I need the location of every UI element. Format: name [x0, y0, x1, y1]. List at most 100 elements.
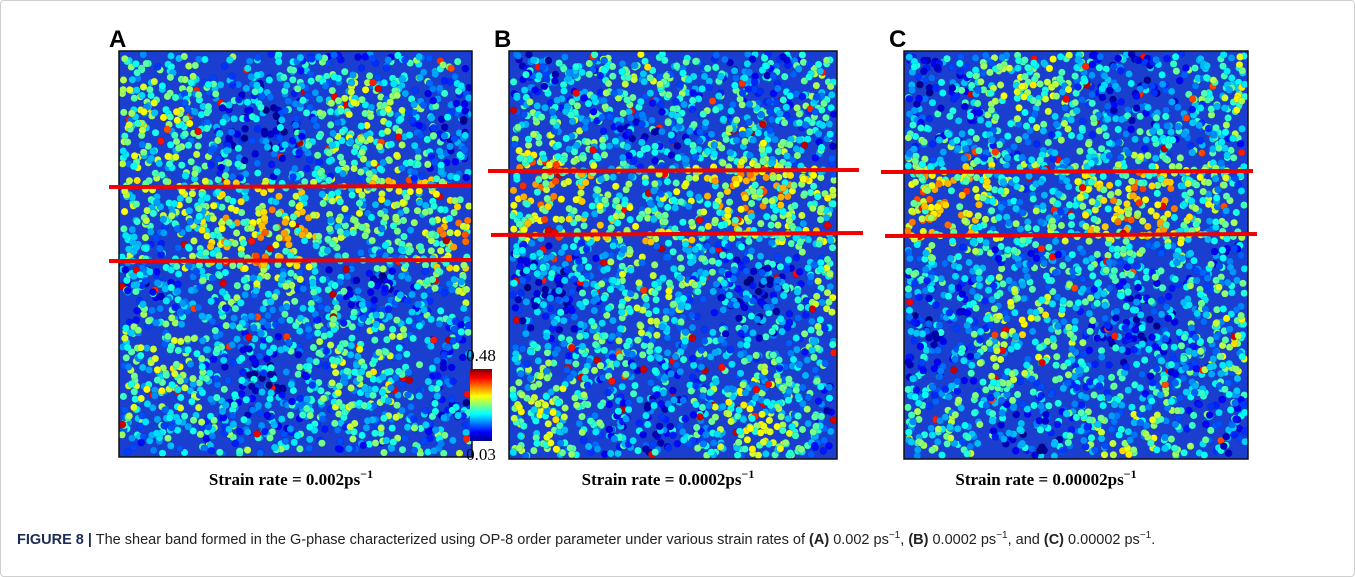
atom [598, 176, 605, 183]
atom [285, 98, 292, 105]
atom [571, 148, 578, 155]
atom [241, 157, 248, 164]
atom [615, 450, 622, 457]
atom [577, 321, 584, 328]
atom [270, 104, 277, 111]
atom [787, 172, 794, 179]
atom [312, 89, 319, 96]
atom [382, 349, 389, 356]
atom [358, 65, 365, 72]
atom [136, 271, 143, 278]
atom [438, 169, 445, 176]
atom [812, 367, 819, 374]
atom [254, 72, 261, 79]
atom [524, 201, 531, 208]
atom [316, 133, 323, 140]
atom [329, 87, 336, 94]
atom [349, 191, 356, 198]
atom [563, 135, 570, 142]
atom [812, 108, 819, 115]
atom [281, 311, 288, 318]
atom [454, 230, 461, 237]
atom [248, 313, 255, 320]
atom [195, 91, 202, 98]
atom [154, 279, 161, 286]
atom [264, 273, 271, 280]
atom [438, 162, 445, 169]
atom [223, 322, 230, 329]
atom [519, 247, 526, 254]
atom [682, 329, 689, 336]
atom [246, 106, 253, 113]
atom [401, 56, 408, 63]
atom [306, 263, 313, 270]
atom [793, 254, 800, 261]
atom [305, 142, 312, 149]
atom [571, 394, 578, 401]
atom [199, 227, 206, 234]
atom [171, 132, 178, 139]
atom [741, 138, 748, 145]
atom [322, 83, 329, 90]
atom [193, 350, 200, 357]
atom [619, 263, 626, 270]
atom [432, 285, 439, 292]
atom [642, 295, 649, 302]
atom [430, 124, 437, 131]
atom [606, 401, 613, 408]
atom [398, 273, 405, 280]
atom [762, 333, 769, 340]
atom [558, 216, 565, 223]
atom [550, 118, 557, 125]
atom [524, 284, 531, 291]
atom [372, 201, 379, 208]
atom [289, 137, 296, 144]
atom [427, 343, 434, 350]
atom [627, 248, 634, 255]
atom [804, 265, 811, 272]
atom [460, 305, 467, 312]
atom [670, 248, 677, 255]
atom [820, 100, 827, 107]
atom [394, 52, 401, 59]
atom [277, 124, 284, 131]
atom [417, 243, 424, 250]
atom [244, 99, 251, 106]
atom [226, 56, 233, 63]
atom [530, 131, 537, 138]
atom [252, 150, 259, 157]
atom [446, 215, 453, 222]
atom [527, 375, 534, 382]
atom [265, 291, 272, 298]
atom [668, 405, 675, 412]
atom [253, 252, 260, 259]
atom [319, 191, 326, 198]
atom [688, 219, 695, 226]
atom [326, 158, 333, 165]
atom [407, 403, 414, 410]
atom [307, 71, 314, 78]
atom [143, 60, 150, 67]
atom [383, 336, 390, 343]
atom [572, 63, 579, 70]
atom [131, 233, 138, 240]
atom [192, 62, 199, 69]
atom [179, 188, 186, 195]
atom [752, 181, 759, 188]
atom [366, 72, 373, 79]
atom [709, 258, 716, 265]
atom [254, 54, 261, 61]
atom [326, 149, 333, 156]
atom [411, 219, 418, 226]
atom [367, 113, 374, 120]
atom [290, 213, 297, 220]
atom [299, 411, 306, 418]
atom [638, 139, 645, 146]
atom [441, 124, 448, 131]
atom [176, 445, 183, 452]
atom [181, 384, 188, 391]
atom [700, 440, 707, 447]
atom [530, 447, 537, 454]
atom [229, 322, 236, 329]
atom [120, 86, 127, 93]
